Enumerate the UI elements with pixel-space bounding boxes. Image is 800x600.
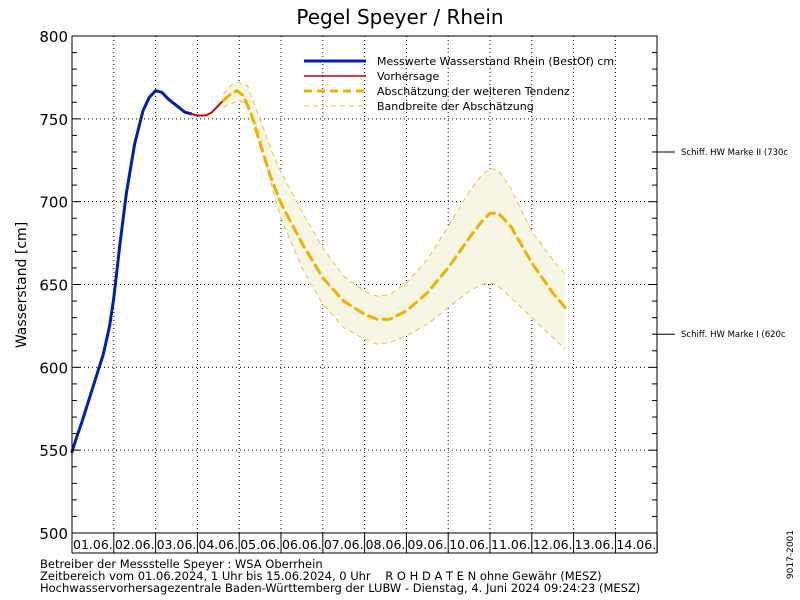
reference-lines: Schiff. HW Marke II (730c Schiff. HW Mark… bbox=[657, 148, 788, 340]
x-tick-label: 01.06. bbox=[73, 537, 113, 552]
band-lower-line bbox=[223, 100, 566, 350]
forecast-series bbox=[190, 99, 225, 117]
plot-frame bbox=[71, 35, 658, 534]
y-tick-label: 650 bbox=[39, 277, 68, 295]
image-code: 9017-2001 bbox=[786, 530, 796, 580]
x-tick-label: 09.06. bbox=[407, 537, 447, 552]
estimate-series bbox=[221, 89, 567, 321]
x-tick-label: 13.06. bbox=[575, 537, 615, 552]
x-tick-label: 12.06. bbox=[533, 537, 573, 552]
series-layer bbox=[70, 89, 567, 454]
measured-series bbox=[70, 89, 193, 454]
reference-label: Schiff. HW Marke II (730c bbox=[681, 148, 788, 158]
band-layer bbox=[222, 81, 566, 350]
footer-source: Hochwasservorhersagezentrale Baden-Württ… bbox=[40, 581, 641, 595]
y-tick-label: 600 bbox=[39, 359, 68, 377]
x-tick-label: 05.06. bbox=[240, 537, 280, 552]
x-tick-label: 06.06. bbox=[282, 537, 322, 552]
x-tick-label: 08.06. bbox=[366, 537, 406, 552]
y-tick-label: 750 bbox=[39, 111, 68, 129]
x-tick-label: 14.06. bbox=[616, 537, 656, 552]
legend-estimate-label: Abschätzung der weiteren Tendenz bbox=[377, 85, 570, 98]
grid bbox=[72, 36, 657, 533]
legend-band-label: Bandbreite der Abschätzung bbox=[377, 100, 534, 113]
chart-title: Pegel Speyer / Rhein bbox=[296, 5, 503, 29]
band-fill bbox=[223, 82, 566, 350]
legend: Messwerte Wasserstand Rhein (BestOf) cm V… bbox=[304, 55, 614, 113]
y-tick-label: 800 bbox=[39, 28, 68, 46]
y-tick-label: 700 bbox=[39, 194, 68, 212]
reference-label: Schiff. HW Marke I (620c bbox=[681, 330, 786, 340]
x-tick-label: 04.06. bbox=[198, 537, 238, 552]
legend-forecast-label: Vorhersage bbox=[377, 70, 439, 83]
y-axis-label: Wasserstand [cm] bbox=[14, 222, 30, 348]
band-upper-line bbox=[222, 81, 566, 297]
footer-operator: Betreiber der Messstelle Speyer : WSA Ob… bbox=[40, 557, 323, 571]
footer-time-range: Zeitbereich vom 01.06.2024, 1 Uhr bis 15… bbox=[40, 569, 602, 583]
x-tick-label: 03.06. bbox=[157, 537, 197, 552]
x-tick-label: 10.06. bbox=[449, 537, 489, 552]
x-tick-label: 07.06. bbox=[324, 537, 364, 552]
legend-measured-label: Messwerte Wasserstand Rhein (BestOf) cm bbox=[377, 55, 614, 68]
y-tick-label: 550 bbox=[39, 442, 68, 460]
x-tick-label: 11.06. bbox=[491, 537, 531, 552]
x-tick-label: 02.06. bbox=[115, 537, 155, 552]
y-tick-label: 500 bbox=[39, 525, 68, 543]
